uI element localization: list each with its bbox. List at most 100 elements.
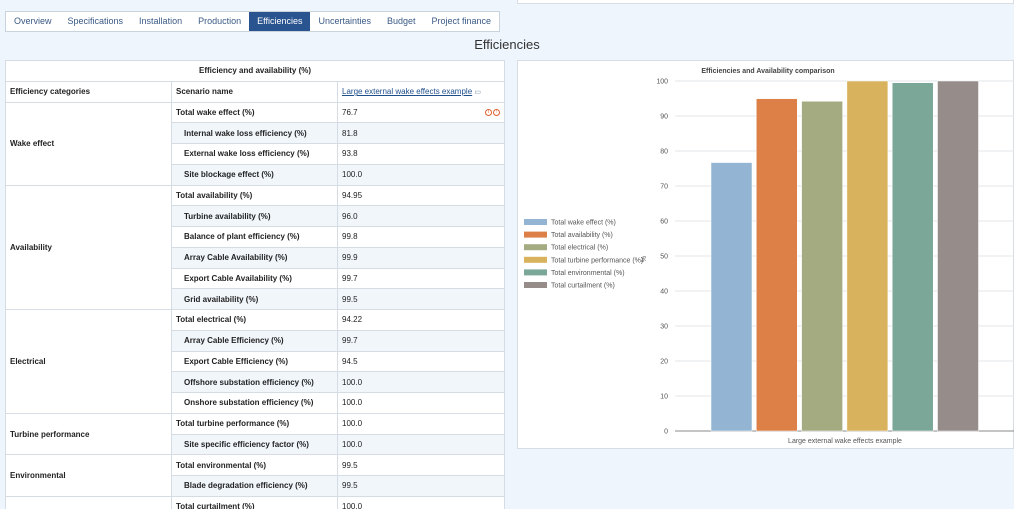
bar — [801, 100, 843, 432]
y-tick-label: 80 — [660, 149, 668, 156]
metric-name: Total availability (%) — [171, 184, 338, 207]
metric-value-text: 99.8 — [342, 232, 358, 242]
metric-value-text: 94.22 — [342, 315, 363, 325]
y-tick-label: 100 — [656, 79, 668, 86]
y-tick-label: 50 — [660, 254, 668, 261]
metric-value-text: 93.8 — [342, 149, 358, 159]
warning-icon[interactable]: ! — [493, 108, 501, 116]
table-row: Site blockage effect (%) 100.0 — [6, 163, 506, 186]
category-label: Wake effect — [5, 101, 172, 186]
metric-value-text: 96.0 — [342, 211, 358, 221]
metric-name: Onshore substation efficiency (%) — [171, 392, 338, 414]
legend-swatch — [524, 231, 547, 238]
bar — [846, 80, 889, 432]
table-row: Export Cable Availability (%) 99.7 — [6, 267, 506, 290]
page-title: Efficiencies — [474, 37, 540, 52]
table-row: Offshore substation efficiency (%) 100.0 — [6, 371, 506, 393]
bar — [891, 82, 934, 432]
legend-swatch — [524, 244, 547, 251]
metric-name: Offshore substation efficiency (%) — [171, 371, 338, 393]
metric-value-text: 94.5 — [342, 356, 358, 366]
tab-budget[interactable]: Budget — [387, 16, 416, 26]
metric-name: Export Cable Availability (%) — [171, 267, 338, 290]
tab-bar: Overview Specifications Installation Produc… — [5, 11, 501, 32]
legend-swatch — [524, 256, 547, 263]
bar-chart: Efficiencies and Availability comparison… — [524, 68, 1014, 445]
metric-value: 100.0 — [336, 433, 506, 456]
metric-name: Export Cable Efficiency (%) — [171, 350, 338, 373]
table-row: Availability Total availability (%) 94.95 — [5, 184, 506, 310]
info-icon[interactable]: i — [485, 108, 493, 116]
scenario-link[interactable]: Large external wake effects example — [342, 87, 473, 97]
tab-specifications[interactable]: Specifications — [67, 16, 124, 26]
link-icon[interactable]: ▭ — [474, 89, 482, 97]
table-row: Onshore substation efficiency (%) 100.0 — [6, 392, 506, 414]
table-row: Grid availability (%) 99.5 — [6, 288, 506, 310]
category-label — [5, 495, 172, 509]
metric-value-text: 99.5 — [342, 481, 358, 491]
table-row: Turbine availability (%) 96.0 — [6, 205, 506, 227]
info-warning-icons[interactable]: i! — [484, 108, 501, 116]
category-label: Availability — [5, 184, 172, 310]
top-card-edge — [517, 0, 1014, 4]
metric-name: External wake loss efficiency (%) — [171, 143, 338, 165]
y-tick-label: 40 — [660, 289, 668, 296]
scenario-cell: Large external wake effects example ▭ — [336, 80, 506, 103]
metric-name: Turbine availability (%) — [171, 205, 338, 227]
y-tick-label: 0 — [664, 429, 668, 436]
y-tick-label: 60 — [660, 219, 668, 226]
table-row: Turbine performance Total turbine perform… — [5, 412, 506, 456]
metric-name: Site blockage effect (%) — [171, 163, 338, 186]
bar — [756, 98, 798, 432]
metric-value: 100.0 — [336, 371, 506, 393]
header-category: Efficiency categories — [5, 80, 172, 103]
table-row: External wake loss efficiency (%) 93.8 — [6, 143, 506, 165]
y-tick-label: 90 — [660, 114, 668, 121]
table-row: Export Cable Efficiency (%) 94.5 — [6, 350, 506, 373]
table-row: Array Cable Availability (%) 99.9 — [6, 246, 506, 269]
table-row: Environmental Total environmental (%) 99.5 — [5, 454, 506, 497]
metric-value: 99.5 — [336, 475, 506, 497]
tab-efficiencies[interactable]: Efficiencies — [249, 12, 311, 31]
metric-name: Site specific efficiency factor (%) — [171, 433, 338, 456]
y-axis-label: % — [641, 256, 648, 262]
metric-value: 96.0 — [336, 205, 506, 227]
metric-name: Total wake effect (%) — [171, 101, 338, 124]
metric-value-text: 100.0 — [342, 377, 363, 387]
metric-value: 99.5 — [336, 288, 506, 310]
metric-value: 99.7 — [336, 267, 506, 290]
chart-card: Efficiencies and Availability comparison… — [517, 60, 1014, 449]
chart-title: Efficiencies and Availability comparison — [701, 68, 834, 75]
tab-overview[interactable]: Overview — [14, 16, 52, 26]
metric-value-text: 81.8 — [342, 128, 358, 138]
table-title: Efficiency and availability (%) — [4, 60, 506, 82]
metric-value: 99.8 — [336, 226, 506, 248]
legend-label: Total curtailment (%) — [551, 283, 615, 290]
table-row: Total curtailment (%) 100.0 — [5, 495, 506, 509]
metric-value-text: 100.0 — [342, 439, 363, 449]
metric-value-text: 94.95 — [342, 190, 363, 200]
bar — [937, 80, 979, 432]
legend-label: Total availability (%) — [551, 232, 613, 239]
legend-label: Total environmental (%) — [551, 270, 625, 277]
metric-value-text: 99.7 — [342, 273, 358, 283]
tab-production[interactable]: Production — [198, 16, 242, 26]
metric-name: Grid availability (%) — [171, 288, 338, 310]
legend-label: Total turbine performance (%) — [551, 257, 643, 264]
metric-value: 76.7 i! — [336, 101, 506, 124]
bar — [710, 162, 753, 432]
table-row: Balance of plant efficiency (%) 99.8 — [6, 226, 506, 248]
metric-value-text: 100.0 — [342, 419, 363, 429]
tab-project-finance[interactable]: Project finance — [431, 16, 492, 26]
metric-name: Total curtailment (%) — [171, 495, 338, 509]
category-label: Electrical — [5, 309, 172, 414]
table-row: Electrical Total electrical (%) 94.22 — [5, 309, 506, 414]
tab-uncertainties[interactable]: Uncertainties — [318, 16, 371, 26]
tab-installation[interactable]: Installation — [139, 16, 183, 26]
metric-value: 99.9 — [336, 246, 506, 269]
legend-label: Total electrical (%) — [551, 245, 608, 252]
metric-value: 94.95 — [336, 184, 506, 207]
y-tick-label: 10 — [660, 394, 668, 401]
metric-value: 94.5 — [336, 350, 506, 373]
table-row: Internal wake loss efficiency (%) 81.8 — [6, 122, 506, 144]
